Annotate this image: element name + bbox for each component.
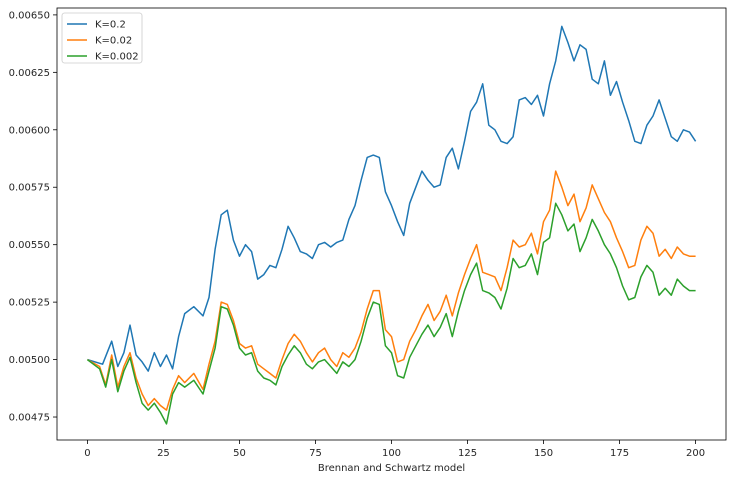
y-tick-label: 0.00500: [9, 355, 50, 366]
x-tick-label: 50: [233, 448, 246, 459]
x-tick-label: 100: [382, 448, 401, 459]
x-tick-label: 175: [610, 448, 629, 459]
series-layer: [86, 25, 697, 425]
legend-label-1: K=0.2: [95, 20, 126, 31]
x-tick-label: 25: [157, 448, 170, 459]
y-tick-label: 0.00625: [9, 68, 50, 79]
legend-box: [61, 12, 143, 64]
legend: K=0.2 K=0.02 K=0.002: [61, 12, 143, 64]
series-line-2: [87, 170, 696, 411]
x-tick-label: 75: [309, 448, 322, 459]
series-line-3: [86, 202, 696, 425]
y-tick-label: 0.00650: [9, 10, 50, 21]
y-tick-label: 0.00600: [9, 125, 50, 136]
x-tick-label: 200: [686, 448, 705, 459]
x-tick-label: 150: [534, 448, 553, 459]
series-line-1: [87, 25, 697, 372]
ticks-layer: 0 25 50 75 100 125 150 175 200 0.00475 0.00500 0.00…: [9, 10, 705, 459]
y-tick-label: 0.00550: [9, 240, 50, 251]
y-tick-label: 0.00575: [9, 183, 50, 194]
plot-frame: [56, 7, 727, 441]
y-tick-label: 0.00525: [9, 298, 50, 309]
x-axis-label: Brennan and Schwartz model: [318, 463, 465, 474]
legend-label-3: K=0.002: [95, 52, 139, 63]
x-tick-label: 0: [84, 448, 90, 459]
x-tick-label: 125: [458, 448, 477, 459]
y-tick-label: 0.00475: [9, 413, 50, 424]
legend-label-2: K=0.02: [95, 36, 132, 47]
